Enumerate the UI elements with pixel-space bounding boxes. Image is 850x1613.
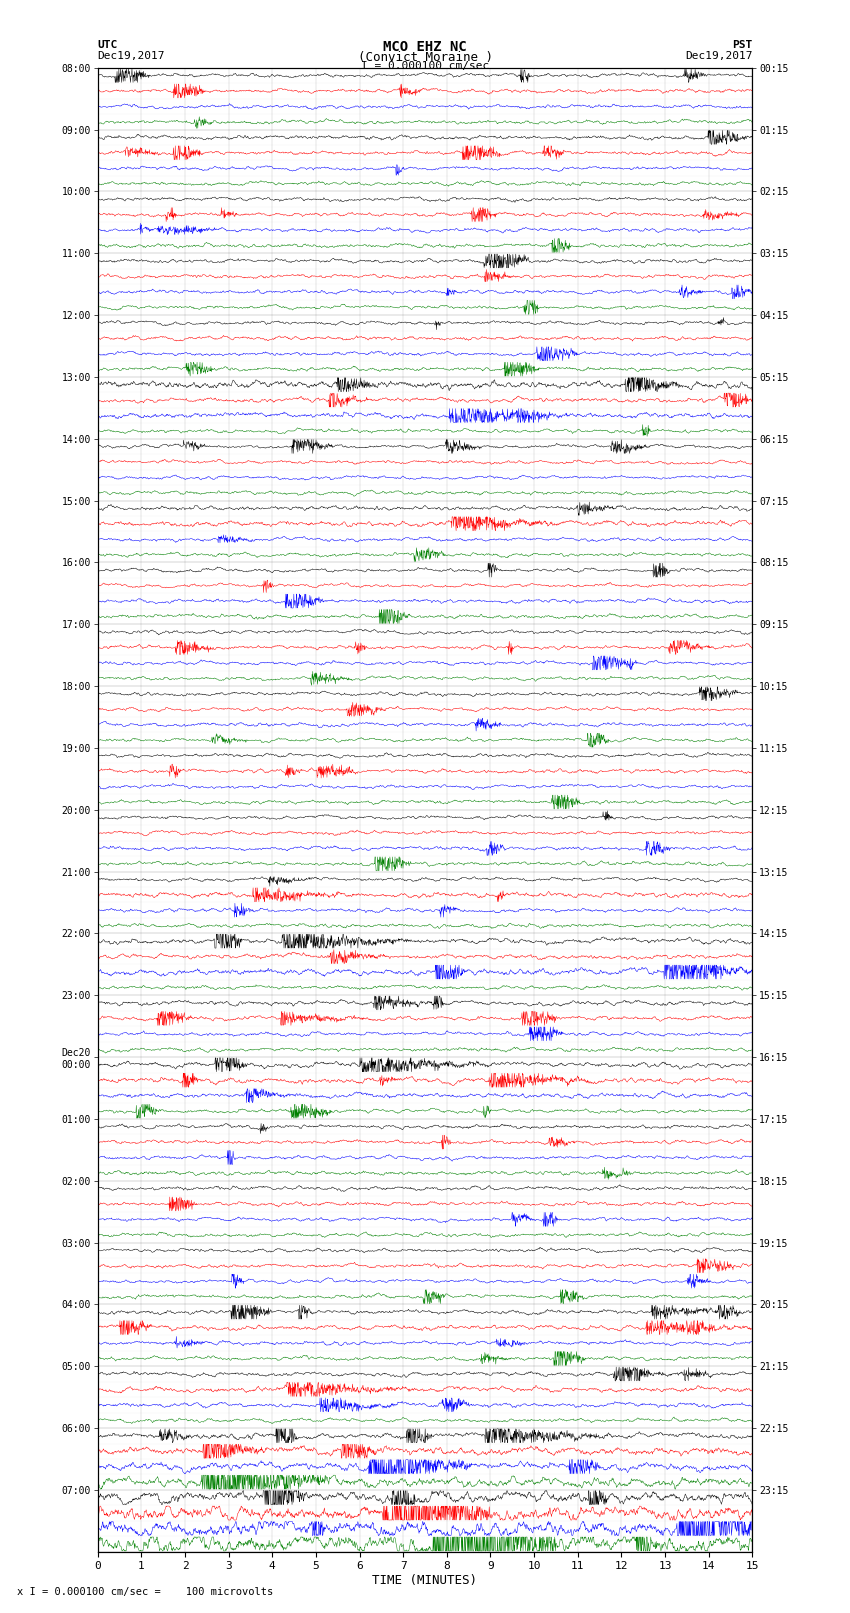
X-axis label: TIME (MINUTES): TIME (MINUTES) [372, 1574, 478, 1587]
Text: Dec19,2017: Dec19,2017 [685, 50, 752, 61]
Text: MCO EHZ NC: MCO EHZ NC [383, 39, 467, 53]
Text: (Convict Moraine ): (Convict Moraine ) [358, 50, 492, 65]
Text: x I = 0.000100 cm/sec =    100 microvolts: x I = 0.000100 cm/sec = 100 microvolts [17, 1587, 273, 1597]
Text: PST: PST [732, 39, 752, 50]
Text: UTC: UTC [98, 39, 118, 50]
Text: I = 0.000100 cm/sec: I = 0.000100 cm/sec [361, 61, 489, 71]
Text: Dec19,2017: Dec19,2017 [98, 50, 165, 61]
